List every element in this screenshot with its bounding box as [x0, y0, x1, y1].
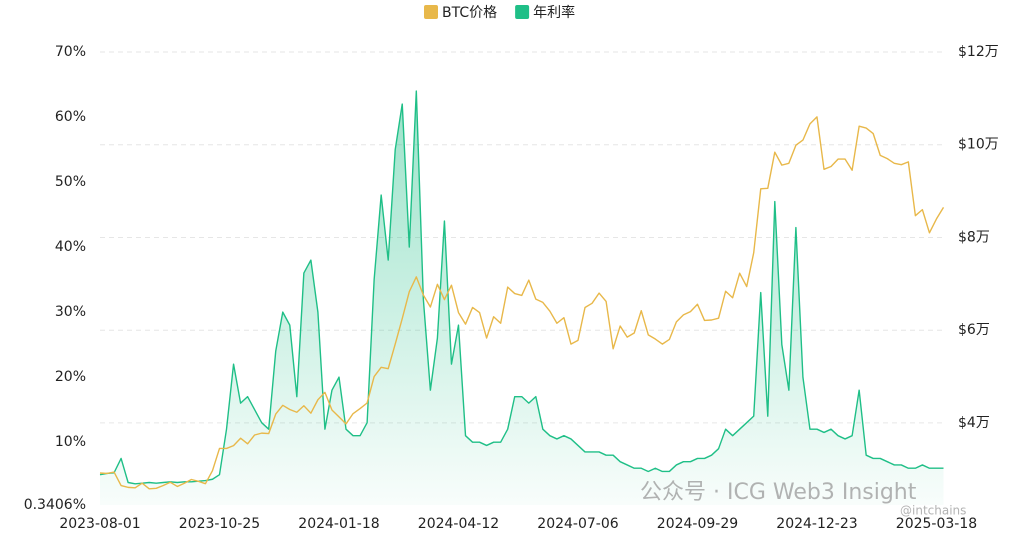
watermark: 公众号 · ICG Web3 Insight: [640, 480, 917, 505]
y2-tick-label: $12万: [958, 44, 999, 60]
y-tick-label: 10%: [55, 434, 86, 450]
y-tick-label: 30%: [55, 304, 86, 320]
y-tick-label: 70%: [55, 44, 86, 60]
line: [99, 116, 945, 490]
y2-tick-label: $8万: [958, 229, 990, 245]
legend-swatch: [424, 5, 438, 19]
watermark: @intchains: [900, 504, 966, 518]
axes: 0.3406% 10% 20% 30% 40% 50% 60% 70% $4万 $6万 $8万 $10…: [24, 44, 999, 532]
x-tick-label: 2023-10-25: [179, 516, 260, 532]
y-tick-label: 0.3406%: [24, 497, 86, 513]
y2-tick-label: $10万: [958, 137, 999, 153]
y-tick-label: 40%: [55, 239, 86, 255]
legend-label: BTC价格: [442, 5, 497, 21]
y-tick-label: 50%: [55, 174, 86, 190]
x-tick-label: 2024-01-18: [298, 516, 379, 532]
y2-tick-label: $6万: [958, 322, 990, 338]
x-tick-label: 2023-08-01: [59, 516, 140, 532]
line: [99, 90, 944, 485]
legend-label: 年利率: [533, 4, 575, 21]
plot-area: [99, 90, 945, 506]
x-tick-label: 2024-04-12: [418, 516, 499, 532]
y-tick-label: 60%: [55, 109, 86, 125]
area-fill: [100, 91, 944, 506]
legend-swatch: [515, 5, 530, 19]
x-tick-label: 2024-12-23: [776, 516, 857, 532]
x-tick-label: 2024-09-29: [657, 516, 738, 532]
y-tick-label: 20%: [55, 369, 86, 385]
x-tick-label: 2024-07-06: [537, 516, 618, 532]
legend: BTC价格 年利率: [424, 4, 575, 21]
grid: [100, 51, 944, 424]
x-tick-label: 2025-03-18: [896, 516, 977, 532]
y2-tick-label: $4万: [958, 415, 990, 431]
